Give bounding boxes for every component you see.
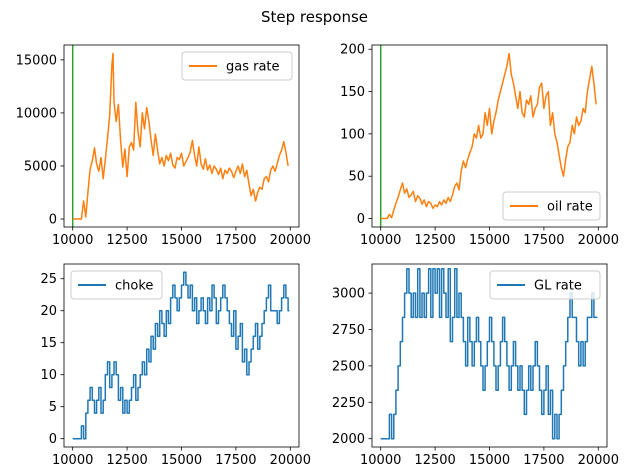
- legend-box: [489, 270, 601, 300]
- plot-area: [71, 45, 289, 227]
- legend: GL rate: [489, 270, 601, 300]
- series-line-oil-rate: [380, 52, 597, 220]
- legend-label: GL rate: [534, 279, 582, 294]
- x-tick-label: 10000: [52, 453, 93, 468]
- legend: oil rate: [502, 191, 601, 221]
- x-tick-label: 15000: [161, 233, 202, 248]
- y-tick-label: 0: [49, 432, 57, 447]
- y-tick-label: 15: [40, 336, 57, 351]
- series-line-gas-rate: [72, 52, 289, 220]
- y-tick-label: 10: [40, 368, 57, 383]
- subplot-top-right: 10000 12500 15000 17500 20000 0 50 100 150 200 oil…: [340, 43, 619, 248]
- x-tick-label: 17500: [215, 233, 256, 248]
- x-tick-label: 15000: [469, 233, 510, 248]
- legend-label: gas rate: [226, 60, 280, 75]
- x-tick-label: 12500: [414, 453, 455, 468]
- x-tick-label: 17500: [523, 453, 564, 468]
- x-tick-label: 15000: [469, 453, 510, 468]
- legend-box: [181, 51, 293, 81]
- y-tick-label: 2750: [332, 323, 365, 338]
- y-tick-label: 2500: [332, 359, 365, 374]
- x-tick-label: 20000: [578, 233, 619, 248]
- subplot-bottom-left: 10000 12500 15000 17500 20000 0 5 10 15 20 25 choke: [40, 263, 311, 468]
- x-tick-label: 12500: [106, 453, 147, 468]
- y-tick-label: 2000: [332, 432, 365, 447]
- legend-box: [70, 270, 163, 300]
- y-tick-label: 2250: [332, 396, 365, 411]
- x-tick-label: 17500: [523, 233, 564, 248]
- x-tick-label: 10000: [360, 233, 401, 248]
- plot-area: [379, 45, 597, 227]
- x-tick-label: 10000: [52, 233, 93, 248]
- y-tick-label: 50: [348, 170, 365, 185]
- x-tick-label: 12500: [106, 233, 147, 248]
- y-tick-label: 0: [49, 213, 57, 228]
- y-tick-label: 5000: [24, 159, 57, 174]
- y-tick-label: 100: [340, 127, 365, 142]
- x-tick-label: 17500: [215, 453, 256, 468]
- series-line-choke: [72, 271, 290, 440]
- x-tick-label: 12500: [414, 233, 455, 248]
- y-tick-label: 3000: [332, 287, 365, 302]
- legend: gas rate: [181, 51, 293, 81]
- x-tick-label: 20000: [270, 233, 311, 248]
- x-tick-label: 20000: [578, 453, 619, 468]
- x-tick-label: 20000: [270, 453, 311, 468]
- y-tick-label: 10000: [16, 106, 57, 121]
- legend: choke: [70, 270, 163, 300]
- figure-title: Step response: [261, 8, 368, 26]
- y-tick-label: 150: [340, 85, 365, 100]
- legend-box: [502, 191, 601, 221]
- plot-area: [72, 271, 290, 440]
- x-tick-label: 15000: [161, 453, 202, 468]
- y-tick-label: 25: [40, 272, 57, 287]
- legend-label: choke: [115, 279, 153, 294]
- legend-label: oil rate: [547, 200, 593, 215]
- subplot-grid: 10000 12500 15000 17500 20000050001000015000…: [16, 43, 619, 468]
- subplot-bottom-right: 10000 12500 15000 17500 20000 2000 2250 2500 275…: [332, 263, 619, 468]
- y-tick-label: 15000: [16, 53, 57, 68]
- plot-area: [380, 268, 598, 440]
- series-line-gl-rate: [380, 268, 598, 440]
- y-tick-label: 0: [357, 212, 365, 227]
- x-tick-label: 10000: [360, 453, 401, 468]
- y-tick-label: 5: [49, 400, 57, 415]
- y-tick-label: 200: [340, 43, 365, 58]
- y-tick-label: 20: [40, 304, 57, 319]
- subplot-top-left: 10000 12500 15000 17500 20000 0 5000 10000 15000…: [16, 44, 311, 248]
